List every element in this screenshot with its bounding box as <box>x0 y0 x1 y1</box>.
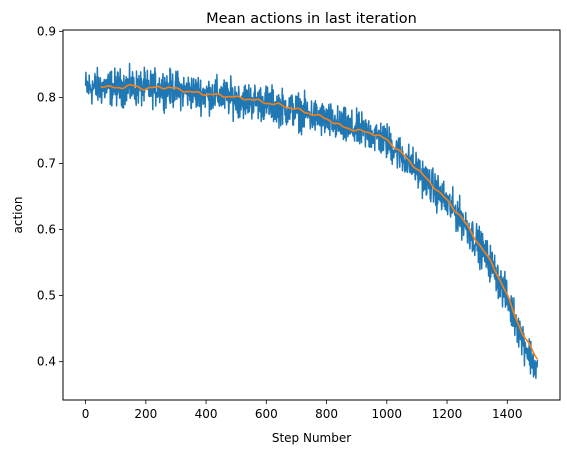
x-tick-label: 800 <box>315 407 338 421</box>
y-tick-label: 0.6 <box>37 223 56 237</box>
plot-frame <box>62 29 561 401</box>
x-axis-label: Step Number <box>272 431 351 445</box>
x-tick-label: 600 <box>255 407 278 421</box>
raw-series-line <box>84 62 539 379</box>
x-tick-label: 0 <box>82 407 90 421</box>
x-axis: 0 200 400 600 800 1000 1200 1400 <box>82 400 523 421</box>
y-axis: 0.4 0.5 0.6 0.7 0.8 0.9 <box>37 24 63 369</box>
series-layer <box>84 62 539 379</box>
y-tick-label: 0.5 <box>37 289 56 303</box>
y-tick-label: 0.4 <box>37 355 56 369</box>
x-tick-label: 1200 <box>432 407 463 421</box>
y-tick-label: 0.7 <box>37 156 56 170</box>
y-tick-label: 0.9 <box>37 24 56 38</box>
x-tick-label: 400 <box>195 407 218 421</box>
x-tick-label: 1400 <box>492 407 523 421</box>
smoothed-series-line <box>100 83 539 360</box>
x-tick-label: 200 <box>134 407 157 421</box>
chart-title: Mean actions in last iteration <box>206 11 417 27</box>
y-axis-label: action <box>11 197 25 234</box>
x-tick-label: 1000 <box>372 407 403 421</box>
y-tick-label: 0.8 <box>37 90 56 104</box>
